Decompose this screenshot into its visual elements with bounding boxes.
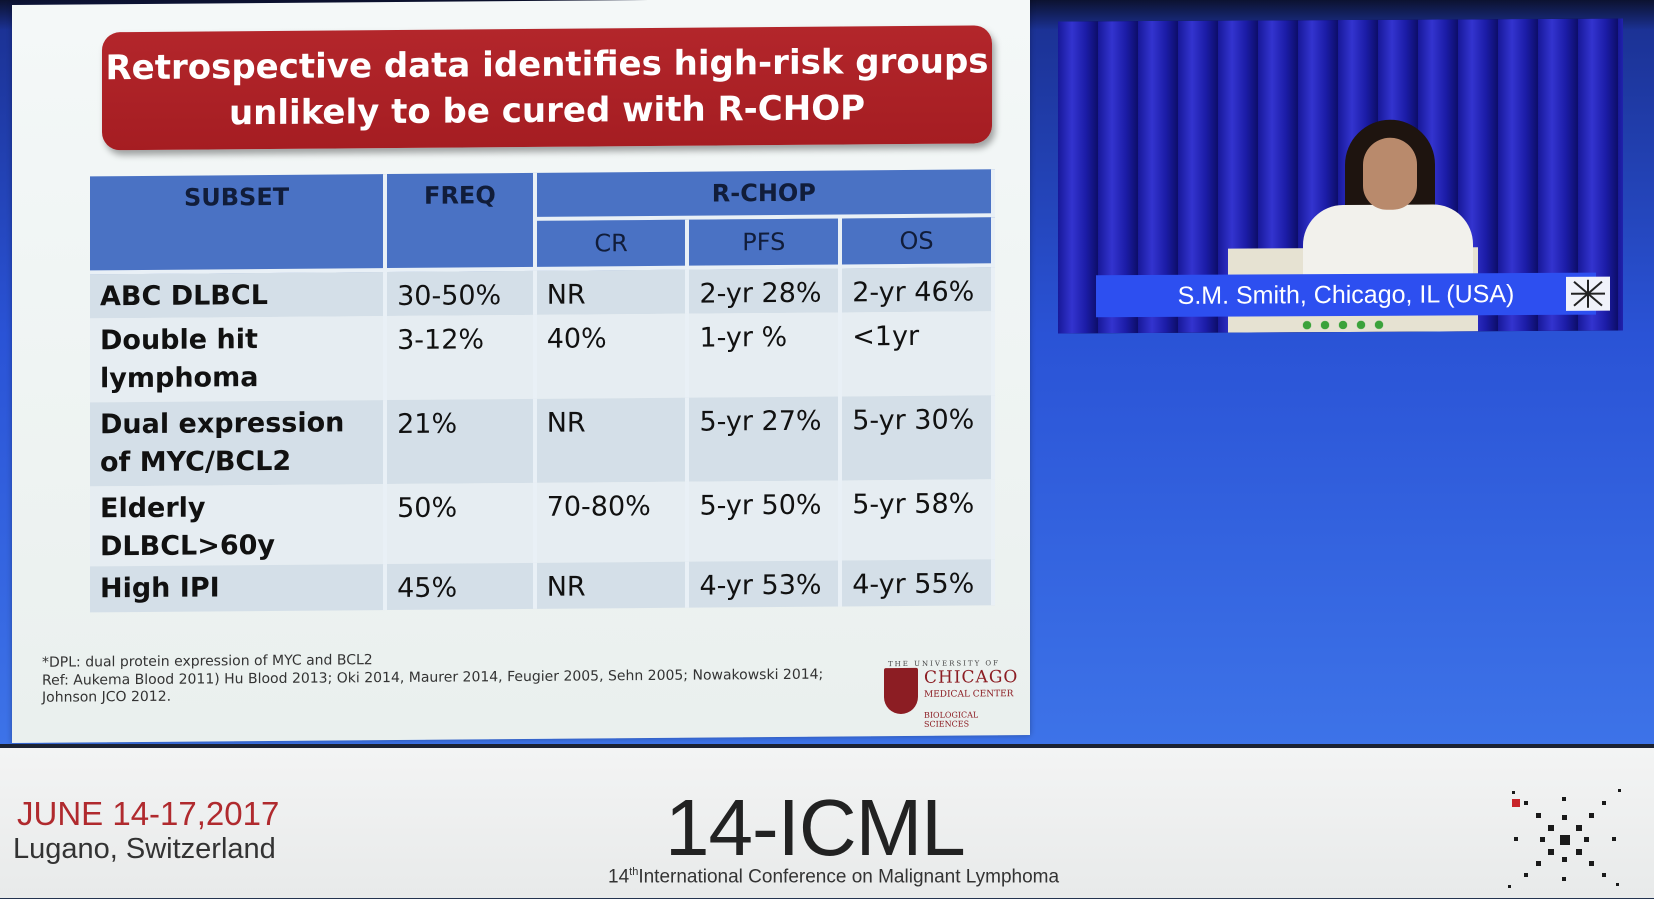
cell-os: <1yr	[842, 311, 995, 396]
cell-cr: NR	[537, 398, 690, 483]
conference-location: Lugano, Switzerland	[13, 833, 276, 866]
conference-subtitle-number: 14	[608, 866, 629, 887]
conference-subtitle-text: International Conference on Malignant Ly…	[638, 866, 1059, 887]
cell-pfs: 5-yr 27%	[689, 396, 842, 481]
cell-subset: Elderly DLBCL>60y	[90, 484, 387, 566]
table-row: Double hit lymphoma 3-12% 40% 1-yr % <1y…	[90, 311, 995, 402]
cell-freq: 21%	[387, 399, 537, 484]
cell-cr: NR	[537, 562, 690, 609]
cell-freq: 45%	[387, 563, 537, 610]
conference-title: 14-ICML	[665, 782, 965, 874]
cell-pfs: 2-yr 28%	[689, 268, 842, 313]
speaker-face	[1363, 138, 1417, 210]
table-row: Elderly DLBCL>60y 50% 70-80% 5-yr 50% 5-…	[90, 479, 995, 566]
cell-freq: 50%	[387, 483, 537, 564]
conference-subtitle-sup: th	[629, 866, 638, 878]
cell-cr: 70-80%	[537, 482, 690, 563]
cell-pfs: 5-yr 50%	[689, 480, 842, 561]
cell-os: 2-yr 46%	[842, 267, 995, 312]
header-pfs: PFS	[689, 218, 842, 269]
cell-freq: 3-12%	[387, 315, 537, 400]
icml-logo-icon	[1566, 277, 1610, 311]
icml-network-logo-icon	[1500, 785, 1630, 895]
speaker-caption: S.M. Smith, Chicago, IL (USA)	[1146, 273, 1546, 317]
uchicago-logo-medical: MEDICAL CENTER	[924, 689, 1013, 700]
table-row: High IPI 45% NR 4-yr 53% 4-yr 55%	[90, 559, 995, 612]
cell-cr: 40%	[537, 314, 690, 399]
cell-freq: 30-50%	[387, 271, 537, 316]
conference-dates: JUNE 14-17,2017	[17, 795, 279, 833]
header-cr: CR	[537, 220, 690, 271]
slide-footnote: *DPL: dual protein expression of MYC and…	[42, 652, 373, 672]
speaker-caption-bar: S.M. Smith, Chicago, IL (USA)	[1096, 273, 1596, 318]
cell-os: 5-yr 58%	[842, 479, 995, 560]
speaker-body	[1303, 204, 1473, 275]
table-row: Dual expression of MYC/BCL2 21% NR 5-yr …	[90, 395, 995, 486]
results-table: SUBSET FREQ R-CHOP CR PFS OS ABC DLBCL 3…	[90, 169, 995, 612]
cell-os: 4-yr 55%	[842, 559, 995, 606]
slide-references: Ref: Aukema Blood 2011) Hu Blood 2013; O…	[42, 666, 882, 707]
header-rchop: R-CHOP	[537, 169, 995, 221]
header-subset: SUBSET	[90, 174, 387, 274]
conference-subtitle: 14thInternational Conference on Malignan…	[608, 866, 1059, 888]
cell-subset: High IPI	[90, 564, 387, 612]
cell-pfs: 1-yr %	[689, 312, 842, 397]
slide-title-box: Retrospective data identifies high-risk …	[102, 25, 992, 150]
header-freq: FREQ	[387, 173, 537, 272]
uchicago-logo: THE UNIVERSITY OF CHICAGO MEDICAL CENTER…	[884, 659, 1024, 722]
shield-icon	[884, 668, 918, 714]
uchicago-logo-name: CHICAGO	[924, 667, 1018, 688]
podium-decoration	[1298, 320, 1388, 330]
table-row: ABC DLBCL 30-50% NR 2-yr 28% 2-yr 46%	[90, 267, 995, 318]
speaker-video-inset: S.M. Smith, Chicago, IL (USA)	[1058, 19, 1623, 334]
cell-subset: Double hit lymphoma	[90, 316, 387, 402]
cell-os: 5-yr 30%	[842, 395, 995, 480]
cell-cr: NR	[537, 270, 690, 315]
presentation-slide: Retrospective data identifies high-risk …	[12, 0, 1030, 743]
uchicago-logo-bio: BIOLOGICAL SCIENCES	[924, 710, 1024, 729]
cell-subset: Dual expression of MYC/BCL2	[90, 400, 387, 486]
header-os: OS	[842, 217, 995, 268]
cell-subset: ABC DLBCL	[90, 272, 387, 318]
slide-title: Retrospective data identifies high-risk …	[105, 38, 988, 137]
cell-pfs: 4-yr 53%	[689, 560, 842, 607]
